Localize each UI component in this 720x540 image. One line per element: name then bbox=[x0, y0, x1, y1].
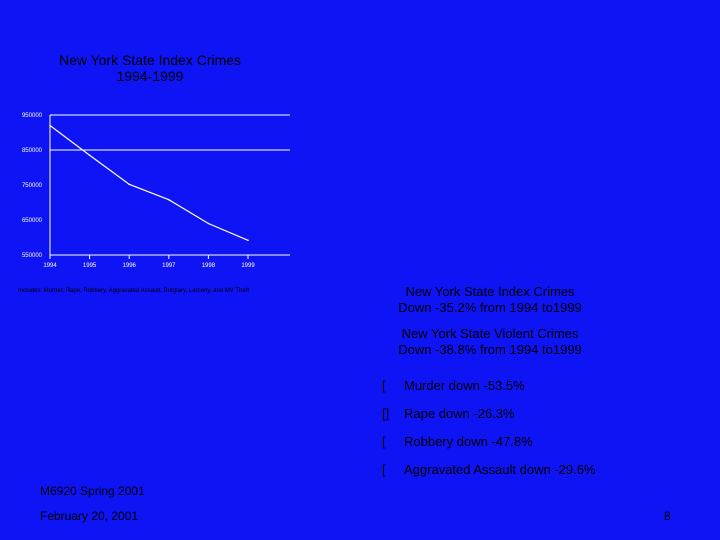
y-tick-label: 650000 bbox=[22, 218, 43, 224]
crime-breakdown-list: [ Murder down -53.5% [] Rape down -26.3%… bbox=[382, 378, 682, 490]
bullet-text: Murder down -53.5% bbox=[404, 378, 525, 393]
x-tick-label: 1994 bbox=[43, 263, 57, 269]
x-tick-label: 1995 bbox=[83, 263, 97, 269]
footer-date: February 20, 2001 bbox=[40, 509, 139, 523]
series-line bbox=[49, 125, 249, 241]
x-tick-label: 1997 bbox=[162, 263, 176, 269]
violent-crimes-summary: New York State Violent Crimes Down -38.8… bbox=[380, 326, 600, 358]
list-item: [] Rape down -26.3% bbox=[382, 406, 682, 434]
page-number: 8 bbox=[664, 509, 671, 523]
data-point bbox=[88, 154, 91, 157]
data-point bbox=[247, 239, 249, 242]
x-tick-label: 1998 bbox=[202, 263, 216, 269]
list-item: [ Robbery down -47.8% bbox=[382, 434, 682, 462]
chart-subtitle: 1994-1999 bbox=[116, 68, 184, 84]
chart-title: New York State Index Crimes bbox=[58, 52, 242, 68]
list-item: [ Murder down -53.5% bbox=[382, 378, 682, 406]
bullet-text: Robbery down -47.8% bbox=[404, 434, 533, 449]
bullet-icon: [ bbox=[382, 378, 386, 393]
violent-crimes-change: Down -38.8% from 1994 to1999 bbox=[398, 342, 582, 357]
index-crimes-summary: New York State Index Crimes Down -35.2% … bbox=[380, 284, 600, 316]
bullet-icon: [ bbox=[382, 434, 386, 449]
bullet-icon: [ bbox=[382, 462, 386, 477]
chart-footnote: Includes: Murder, Rape, Robbery, Aggrava… bbox=[18, 288, 250, 294]
bullet-text: Aggravated Assault down -29.6% bbox=[404, 462, 596, 477]
y-tick-label: 950000 bbox=[22, 113, 43, 119]
footer-course: M6920 Spring 2001 bbox=[40, 484, 145, 498]
data-point bbox=[49, 124, 51, 127]
chart-title-block: New York State Index Crimes 1994-1999 bbox=[30, 52, 270, 84]
y-tick-label: 550000 bbox=[22, 253, 43, 259]
y-tick-label: 850000 bbox=[22, 148, 43, 154]
data-point bbox=[207, 222, 210, 225]
list-item: [ Aggravated Assault down -29.6% bbox=[382, 462, 682, 490]
x-tick-label: 1996 bbox=[123, 263, 137, 269]
index-crimes-title: New York State Index Crimes bbox=[405, 284, 575, 299]
x-tick-label: 1999 bbox=[241, 263, 255, 269]
bullet-text: Rape down -26.3% bbox=[404, 406, 515, 421]
y-tick-label: 750000 bbox=[22, 183, 43, 189]
violent-crimes-title: New York State Violent Crimes bbox=[401, 326, 579, 341]
data-point bbox=[128, 183, 130, 186]
bullet-icon: [] bbox=[382, 406, 390, 421]
index-crimes-change: Down -35.2% from 1994 to1999 bbox=[398, 300, 582, 315]
data-point bbox=[168, 198, 170, 201]
